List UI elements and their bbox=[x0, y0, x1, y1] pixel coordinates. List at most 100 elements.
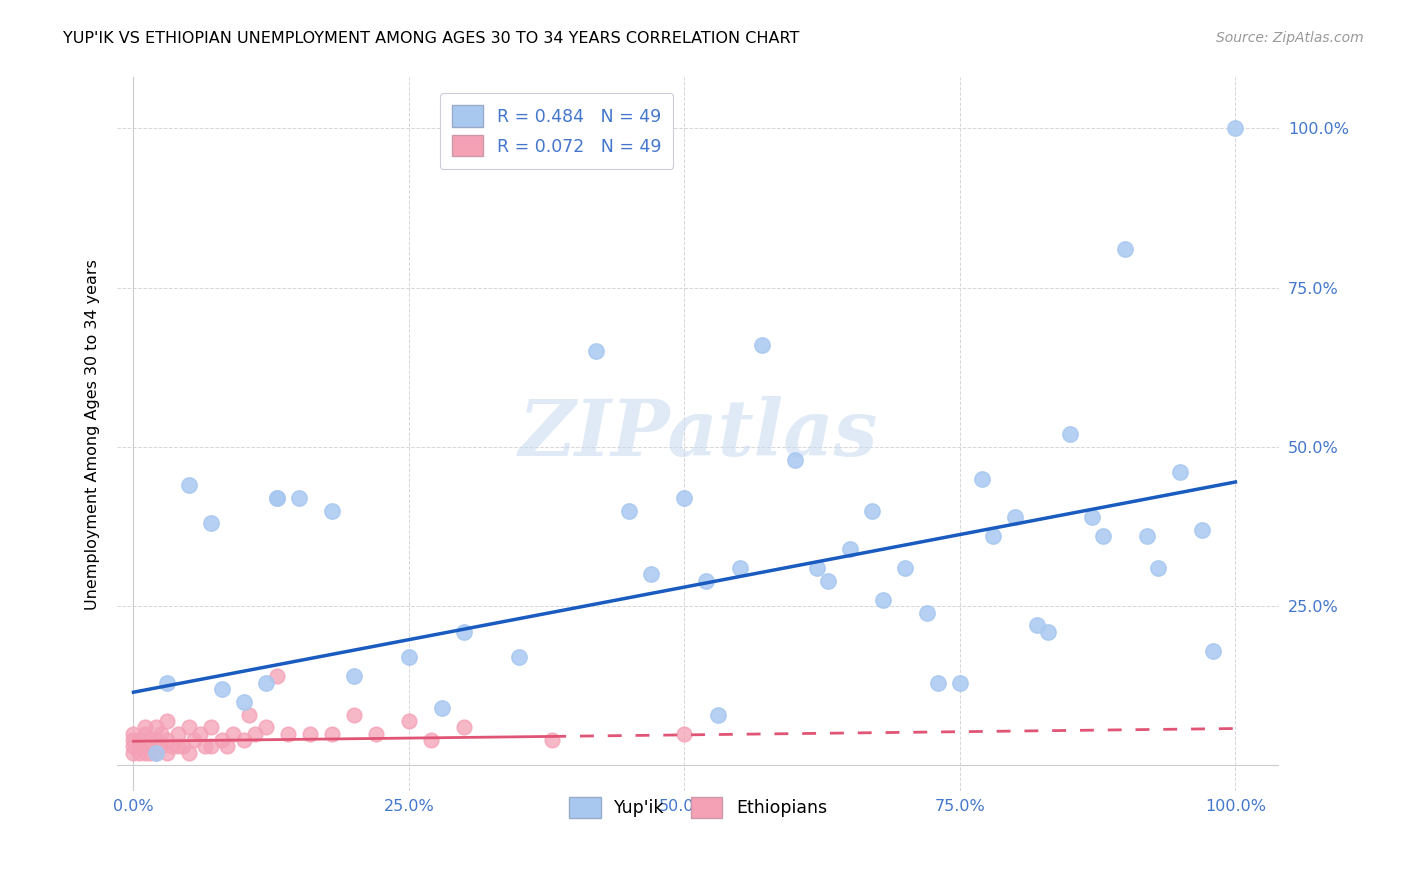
Point bbox=[640, 567, 662, 582]
Text: YUP'IK VS ETHIOPIAN UNEMPLOYMENT AMONG AGES 30 TO 34 YEARS CORRELATION CHART: YUP'IK VS ETHIOPIAN UNEMPLOYMENT AMONG A… bbox=[63, 31, 800, 46]
Point bbox=[541, 733, 564, 747]
Point bbox=[1059, 427, 1081, 442]
Point bbox=[150, 739, 173, 754]
Point bbox=[122, 733, 145, 747]
Point bbox=[288, 491, 311, 505]
Point bbox=[453, 720, 475, 734]
Point bbox=[398, 714, 420, 728]
Point bbox=[128, 733, 150, 747]
Point bbox=[1202, 644, 1225, 658]
Point bbox=[217, 739, 239, 754]
Point bbox=[139, 746, 162, 760]
Point bbox=[673, 726, 696, 740]
Point bbox=[232, 695, 254, 709]
Point bbox=[188, 726, 211, 740]
Point bbox=[155, 746, 177, 760]
Point bbox=[695, 574, 717, 588]
Point bbox=[860, 503, 883, 517]
Point bbox=[177, 478, 200, 492]
Point bbox=[1036, 624, 1059, 639]
Point bbox=[145, 720, 167, 734]
Point bbox=[949, 675, 972, 690]
Point bbox=[211, 733, 233, 747]
Point bbox=[364, 726, 387, 740]
Point bbox=[211, 681, 233, 696]
Point bbox=[398, 650, 420, 665]
Point bbox=[232, 733, 254, 747]
Point bbox=[134, 739, 156, 754]
Point bbox=[238, 707, 260, 722]
Point bbox=[160, 739, 183, 754]
Point bbox=[254, 675, 277, 690]
Y-axis label: Unemployment Among Ages 30 to 34 years: Unemployment Among Ages 30 to 34 years bbox=[86, 259, 100, 609]
Point bbox=[783, 452, 806, 467]
Text: Source: ZipAtlas.com: Source: ZipAtlas.com bbox=[1216, 31, 1364, 45]
Point bbox=[145, 733, 167, 747]
Point bbox=[806, 561, 828, 575]
Point bbox=[508, 650, 530, 665]
Point bbox=[139, 733, 162, 747]
Point bbox=[728, 561, 751, 575]
Point bbox=[585, 344, 607, 359]
Point bbox=[453, 624, 475, 639]
Point bbox=[155, 733, 177, 747]
Point bbox=[200, 516, 222, 531]
Point bbox=[970, 472, 993, 486]
Point bbox=[321, 726, 343, 740]
Point bbox=[751, 338, 773, 352]
Point bbox=[266, 491, 288, 505]
Point bbox=[155, 675, 177, 690]
Point bbox=[122, 746, 145, 760]
Point bbox=[321, 503, 343, 517]
Point bbox=[1026, 618, 1049, 632]
Point bbox=[277, 726, 299, 740]
Text: ZIPatlas: ZIPatlas bbox=[519, 396, 877, 473]
Point bbox=[221, 726, 243, 740]
Point bbox=[1168, 466, 1191, 480]
Point bbox=[194, 739, 217, 754]
Point bbox=[1092, 529, 1115, 543]
Point bbox=[134, 726, 156, 740]
Point bbox=[1147, 561, 1170, 575]
Point bbox=[838, 541, 860, 556]
Point bbox=[254, 720, 277, 734]
Point bbox=[343, 669, 366, 683]
Point bbox=[298, 726, 321, 740]
Point bbox=[430, 701, 453, 715]
Point bbox=[266, 491, 288, 505]
Point bbox=[619, 503, 641, 517]
Point bbox=[200, 739, 222, 754]
Point bbox=[134, 720, 156, 734]
Point bbox=[1114, 243, 1136, 257]
Point bbox=[266, 669, 288, 683]
Point bbox=[150, 726, 173, 740]
Point bbox=[1191, 523, 1213, 537]
Point bbox=[177, 746, 200, 760]
Point bbox=[243, 726, 266, 740]
Point bbox=[981, 529, 1004, 543]
Point bbox=[166, 739, 188, 754]
Point bbox=[872, 592, 894, 607]
Point bbox=[927, 675, 949, 690]
Point bbox=[894, 561, 917, 575]
Point bbox=[145, 746, 167, 760]
Point bbox=[155, 714, 177, 728]
Legend: Yup'ik, Ethiopians: Yup'ik, Ethiopians bbox=[562, 790, 834, 825]
Point bbox=[673, 491, 696, 505]
Point bbox=[200, 720, 222, 734]
Point bbox=[420, 733, 443, 747]
Point bbox=[183, 733, 205, 747]
Point bbox=[172, 739, 194, 754]
Point bbox=[1081, 510, 1104, 524]
Point bbox=[343, 707, 366, 722]
Point bbox=[166, 726, 188, 740]
Point bbox=[177, 720, 200, 734]
Point bbox=[122, 726, 145, 740]
Point bbox=[145, 746, 167, 760]
Point bbox=[128, 746, 150, 760]
Point bbox=[817, 574, 839, 588]
Point bbox=[134, 746, 156, 760]
Point bbox=[915, 606, 938, 620]
Point bbox=[122, 739, 145, 754]
Point bbox=[1225, 121, 1247, 136]
